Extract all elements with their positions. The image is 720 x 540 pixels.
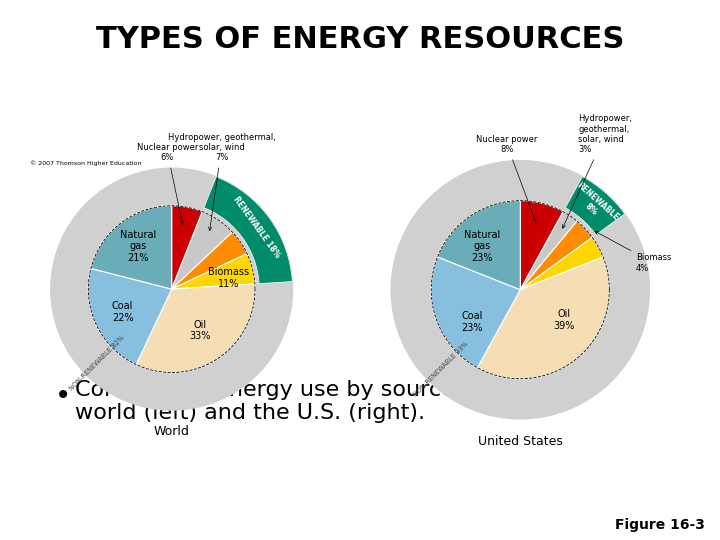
Text: Oil
33%: Oil 33% xyxy=(189,320,210,341)
Text: Natural
gas
23%: Natural gas 23% xyxy=(464,230,500,263)
Text: Commercial energy use by source for the
world (left) and the U.S. (right).: Commercial energy use by source for the … xyxy=(75,380,536,423)
Text: © 2007 Thomson Higher Education: © 2007 Thomson Higher Education xyxy=(30,160,141,166)
Text: Nuclear power
8%: Nuclear power 8% xyxy=(476,135,538,222)
Text: Nuclear power
6%: Nuclear power 6% xyxy=(137,143,198,224)
Wedge shape xyxy=(521,201,563,289)
Text: RENEWABLE 18%: RENEWABLE 18% xyxy=(231,195,282,260)
Wedge shape xyxy=(171,206,202,289)
Circle shape xyxy=(89,206,255,373)
Text: RENEWABLE
8%: RENEWABLE 8% xyxy=(568,181,621,230)
Wedge shape xyxy=(521,221,593,289)
Text: Hydropower,
geothermal,
solar, wind
3%: Hydropower, geothermal, solar, wind 3% xyxy=(562,114,632,228)
Text: TYPES OF ENERGY RESOURCES: TYPES OF ENERGY RESOURCES xyxy=(96,25,624,54)
Text: Biomass
11%: Biomass 11% xyxy=(208,267,250,289)
Wedge shape xyxy=(136,284,255,373)
Wedge shape xyxy=(91,206,171,289)
Circle shape xyxy=(51,168,292,410)
Text: Coal
23%: Coal 23% xyxy=(462,312,483,333)
Wedge shape xyxy=(431,257,521,368)
Text: World: World xyxy=(154,425,189,438)
Text: Oil
39%: Oil 39% xyxy=(554,309,575,330)
Circle shape xyxy=(431,201,609,379)
Wedge shape xyxy=(565,177,625,235)
Wedge shape xyxy=(477,257,609,379)
Wedge shape xyxy=(89,268,171,364)
Text: Coal
22%: Coal 22% xyxy=(112,301,133,323)
Text: •: • xyxy=(55,382,71,410)
Wedge shape xyxy=(438,201,521,289)
Text: Figure 16-3: Figure 16-3 xyxy=(615,518,705,532)
Wedge shape xyxy=(171,254,255,289)
Text: NON-RENEWABLE 93%: NON-RENEWABLE 93% xyxy=(413,341,469,397)
Text: Biomass
4%: Biomass 4% xyxy=(595,231,672,273)
Text: NON-RENEWABLE 82%: NON-RENEWABLE 82% xyxy=(69,335,126,392)
Wedge shape xyxy=(521,238,603,289)
Wedge shape xyxy=(204,177,292,284)
Wedge shape xyxy=(171,232,247,289)
Wedge shape xyxy=(171,212,233,289)
Wedge shape xyxy=(521,212,577,289)
Text: Natural
gas
21%: Natural gas 21% xyxy=(120,230,156,263)
Circle shape xyxy=(391,160,649,419)
Text: Hydropower, geothermal,
solar, wind
7%: Hydropower, geothermal, solar, wind 7% xyxy=(168,133,276,231)
Text: United States: United States xyxy=(478,435,563,448)
